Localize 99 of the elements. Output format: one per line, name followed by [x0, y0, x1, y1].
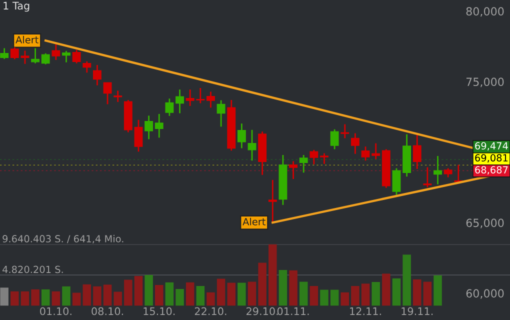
- candlestick: [82, 60, 92, 74]
- bar: [227, 282, 236, 306]
- bar: [134, 276, 143, 306]
- x-tick-label: 08.10.: [92, 307, 123, 316]
- bar: [196, 286, 205, 306]
- bar: [310, 286, 318, 306]
- candlestick: [10, 46, 19, 60]
- candlestick: [434, 155, 442, 186]
- bar: [330, 290, 339, 306]
- bar: [176, 289, 184, 306]
- x-tick-label: 12.11.: [350, 307, 381, 316]
- candlestick: [72, 49, 81, 64]
- y-tick-label: 60,000: [466, 289, 504, 299]
- bar: [165, 282, 174, 306]
- candlestick: [41, 52, 50, 66]
- bar: [402, 254, 411, 306]
- bar: [320, 290, 328, 306]
- candlestick: [114, 90, 122, 103]
- candlestick: [423, 166, 432, 188]
- bar: [289, 270, 298, 306]
- candlestick: [154, 113, 164, 138]
- candlestick: [320, 152, 328, 165]
- candlestick: [165, 98, 174, 117]
- candlestick: [350, 132, 360, 155]
- candlestick: [372, 142, 380, 160]
- annotation: Alert: [16, 36, 38, 44]
- candlestick: [92, 64, 102, 86]
- candlestick: [176, 88, 184, 114]
- candlestick: [444, 168, 452, 178]
- bar: [258, 262, 266, 306]
- candlestick: [248, 129, 256, 162]
- candlestick: [392, 168, 401, 196]
- bar: [382, 274, 390, 306]
- ref-line-label: 4.820.201 S.: [2, 266, 63, 274]
- bar: [72, 292, 81, 306]
- candlestick: [268, 179, 277, 224]
- x-tick-label: 01.11.: [277, 307, 309, 316]
- ref-line-label: 9.640.403 S. / 641,4 Mio.: [2, 234, 124, 244]
- annotation: Alert: [242, 218, 266, 226]
- bar: [361, 284, 370, 306]
- bar: [392, 278, 401, 306]
- x-tick-label: 22.10.: [194, 307, 226, 316]
- x-tick-label: 01.10.: [40, 307, 72, 316]
- bar: [155, 285, 164, 306]
- bar: [434, 275, 442, 306]
- candlestick: [361, 146, 370, 162]
- candlestick: [310, 149, 318, 165]
- candlestick: [289, 160, 298, 180]
- bar: [114, 292, 122, 306]
- bar: [20, 291, 30, 306]
- bar: [82, 284, 92, 306]
- candlestick: [31, 48, 40, 64]
- bar: [412, 279, 422, 306]
- bar: [216, 278, 226, 306]
- y-tick-label: 65,000: [466, 218, 504, 228]
- candlestick: [20, 50, 30, 65]
- bar: [0, 288, 8, 306]
- ref-line-label: 69,081: [475, 154, 508, 163]
- bar: [103, 284, 112, 306]
- candlestick: [237, 122, 246, 149]
- bar: [10, 291, 19, 306]
- bar: [93, 286, 102, 306]
- ref-line-label: 69,474: [475, 142, 508, 151]
- candlestick: [412, 134, 422, 170]
- bar: [423, 282, 432, 306]
- bar: [186, 282, 194, 306]
- x-tick-label: 19.11.: [402, 307, 433, 316]
- bar: [41, 289, 50, 306]
- bar: [340, 292, 350, 306]
- ref-line-label: 68,687: [475, 166, 508, 175]
- bar: [248, 282, 256, 306]
- candlestick: [299, 154, 308, 174]
- bar: [144, 275, 153, 306]
- bar: [31, 289, 40, 306]
- y-tick-label: 80,000: [466, 7, 504, 17]
- chart-title: 1 Tag: [4, 2, 30, 12]
- x-tick-label: 15.10.: [144, 307, 175, 316]
- bar: [52, 291, 60, 306]
- bar: [124, 280, 132, 306]
- bar: [238, 282, 246, 306]
- candlestick: [0, 48, 9, 60]
- bar: [278, 270, 288, 306]
- candlestick: [52, 44, 60, 61]
- bar: [372, 282, 380, 306]
- candlestick: [330, 128, 339, 150]
- candlestick: [206, 90, 215, 108]
- candlestick: [62, 50, 70, 64]
- candlestick: [216, 100, 226, 128]
- x-tick-label: 29.10.: [246, 307, 278, 316]
- bar: [206, 292, 215, 306]
- candlestick: [340, 124, 350, 139]
- bar: [268, 244, 277, 306]
- candlestick: [144, 114, 154, 140]
- candlestick: [103, 82, 112, 105]
- y-tick-label: 75,000: [466, 78, 504, 88]
- candlestick: [134, 119, 143, 152]
- bar: [351, 286, 360, 306]
- bar: [299, 282, 308, 306]
- bar: [62, 286, 70, 306]
